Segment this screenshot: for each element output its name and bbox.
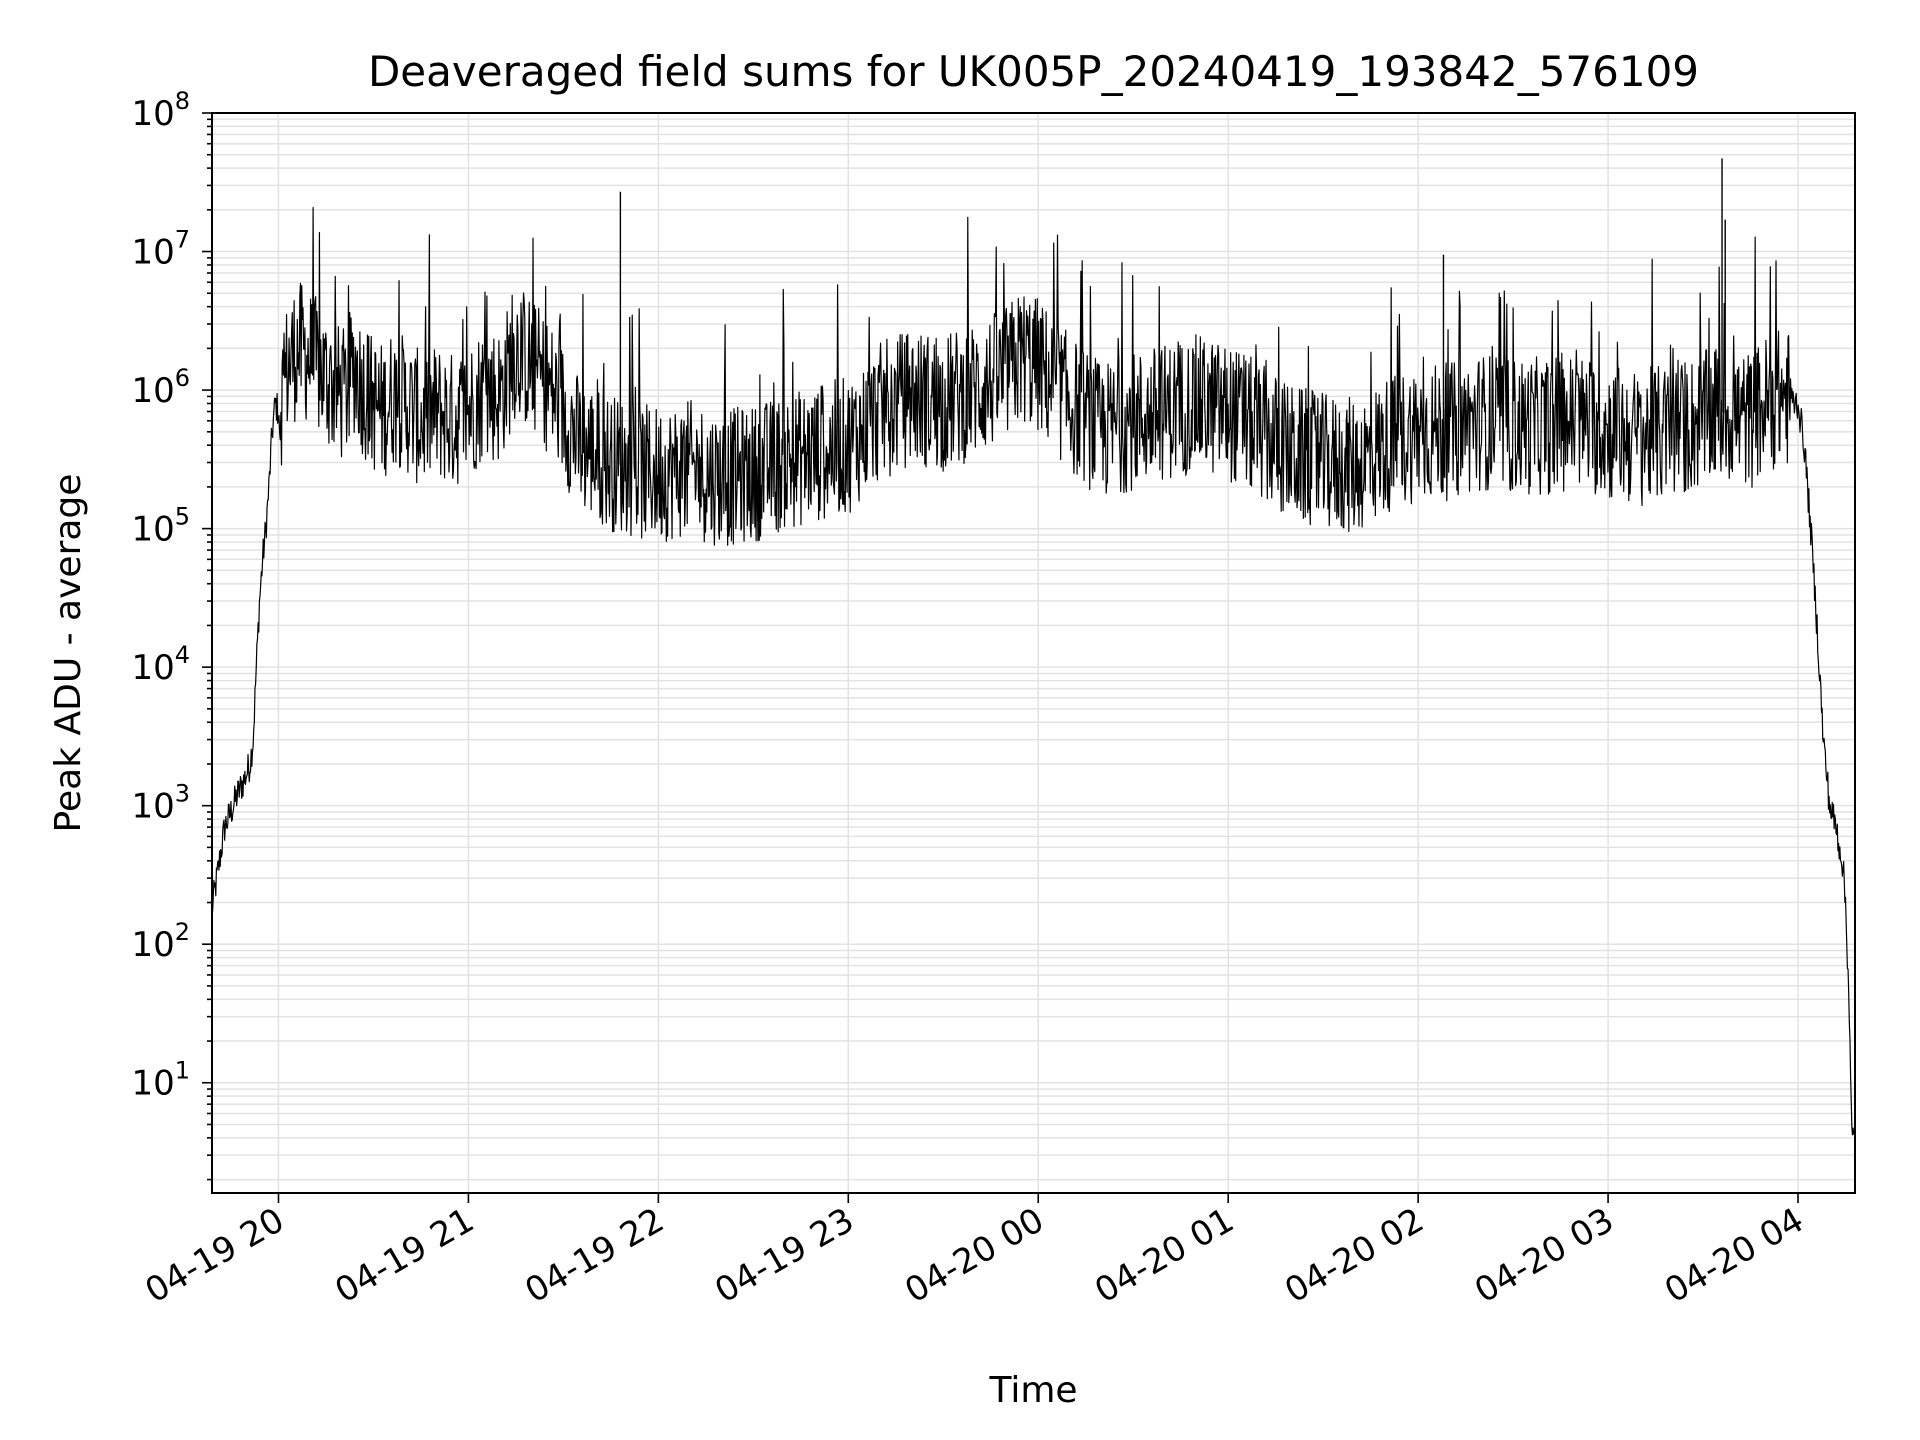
y-tick-exponent: 1	[175, 1057, 190, 1085]
series-line	[211, 207, 1856, 1150]
y-tick-label: 103	[131, 780, 190, 827]
x-axis-title: Time	[988, 1370, 1077, 1411]
y-tick-base: 10	[131, 925, 174, 965]
y-tick-base: 10	[131, 1064, 174, 1104]
y-tick-exponent: 8	[175, 87, 190, 115]
y-tick-exponent: 4	[175, 641, 190, 669]
series-layer	[211, 158, 1856, 1150]
y-tick-exponent: 7	[175, 226, 190, 254]
y-tick-label: 102	[131, 918, 190, 965]
y-tick-label: 104	[131, 641, 190, 688]
grid	[212, 113, 1855, 1193]
y-axis-title: Peak ADU - average	[48, 474, 89, 833]
y-tick-base: 10	[131, 648, 174, 688]
chart-title: Deaveraged field sums for UK005P_2024041…	[368, 47, 1699, 96]
y-tick-label: 101	[131, 1057, 190, 1104]
y-tick-exponent: 5	[175, 503, 190, 531]
y-tick-label: 108	[131, 87, 190, 134]
y-tick-label: 107	[131, 226, 190, 273]
y-tick-base: 10	[131, 510, 174, 550]
y-tick-exponent: 6	[175, 364, 190, 392]
y-tick-base: 10	[131, 787, 174, 827]
y-tick-label: 105	[131, 503, 190, 550]
y-tick-exponent: 2	[175, 918, 190, 946]
y-tick-base: 10	[131, 233, 174, 273]
y-tick-exponent: 3	[175, 780, 190, 808]
y-tick-label: 106	[131, 364, 190, 411]
y-tick-base: 10	[131, 94, 174, 134]
plot-frame	[211, 112, 1856, 1194]
y-tick-base: 10	[131, 371, 174, 411]
